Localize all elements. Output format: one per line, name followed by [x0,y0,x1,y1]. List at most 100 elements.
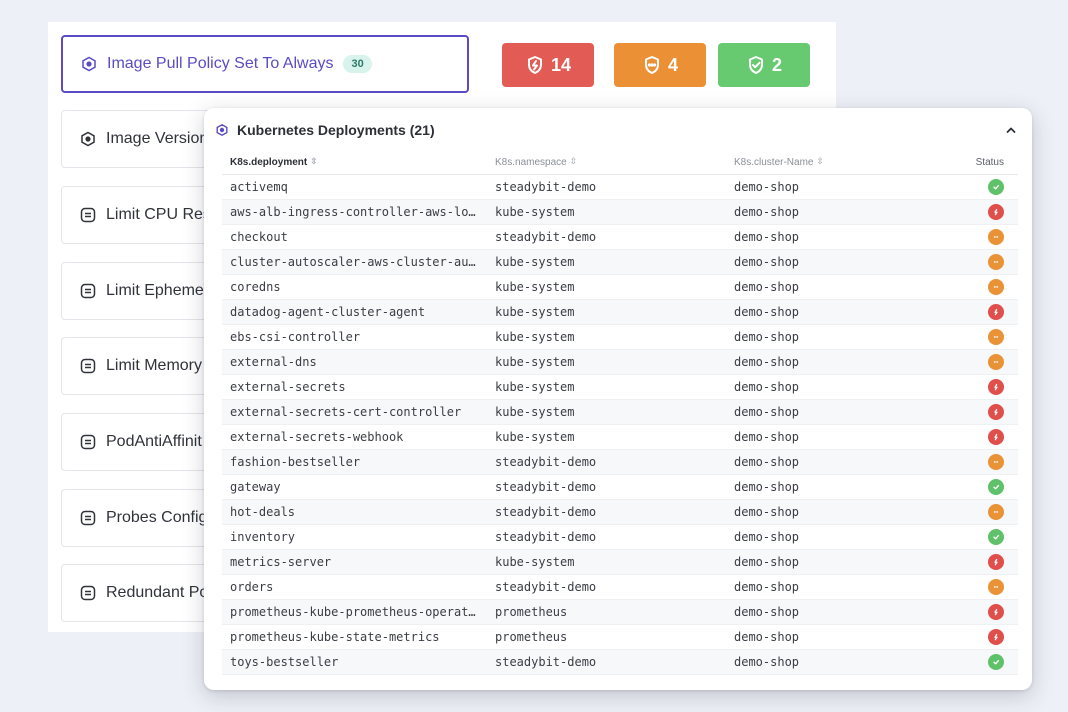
sort-icon[interactable]: ⇳ [569,156,578,167]
policy-card[interactable]: Image Pull Policy Set To Always 30 [61,35,469,93]
table-row[interactable]: external-secrets-webhook kube-system demo-… [222,424,1018,450]
cell-deployment: external-secrets [222,374,487,400]
failed-count-button[interactable]: 14 [502,43,594,87]
passed-count: 2 [771,54,782,75]
table-row[interactable]: external-secrets-cert-controller kube-sys… [222,399,1018,425]
stack-icon [80,434,106,450]
cell-namespace: kube-system [487,299,726,325]
cell-status [926,449,1018,475]
cell-namespace: prometheus [487,599,726,625]
table-row[interactable]: prometheus-kube-prometheus-operat… promet… [222,599,1018,625]
cell-deployment: external-dns [222,349,487,375]
status-red-icon [988,428,1004,445]
table-row[interactable]: activemq steadybit-demo demo-shop [222,174,1018,200]
sort-icon[interactable]: ⇳ [310,156,318,167]
cell-namespace: steadybit-demo [487,174,726,200]
column-header-cluster[interactable]: K8s.cluster-Name ⇳ [726,152,926,175]
cell-cluster: demo-shop [726,399,926,425]
table-row[interactable]: cluster-autoscaler-aws-cluster-au… kube-s… [222,249,1018,275]
cell-namespace: kube-system [487,349,726,375]
cell-cluster: demo-shop [726,424,926,450]
stack-icon [80,207,106,223]
column-header-namespace[interactable]: K8s.namespace ⇳ [487,152,726,175]
cell-cluster: demo-shop [726,474,926,500]
policy-label: PodAntiAffinit [106,433,202,450]
status-green-icon [988,653,1004,670]
status-red-icon [988,603,1004,620]
warning-count: 4 [667,54,678,75]
status-red-icon [988,403,1004,420]
table-row[interactable]: fashion-bestseller steadybit-demo demo-sho… [222,449,1018,475]
cell-status [926,324,1018,350]
sort-icon[interactable]: ⇳ [816,156,825,167]
status-red-icon [988,303,1004,320]
table-row[interactable]: datadog-agent-cluster-agent kube-system de… [222,299,1018,325]
table-row[interactable]: orders steadybit-demo demo-shop [222,574,1018,600]
table-row[interactable]: aws-alb-ingress-controller-aws-lo… kube-s… [222,199,1018,225]
status-red-icon [988,553,1004,570]
passed-count-button[interactable]: 2 [718,43,810,87]
status-orange-icon [988,278,1004,295]
status-red-icon [988,203,1004,220]
popup-header[interactable]: Kubernetes Deployments (21) [204,108,1032,152]
status-red-icon [988,378,1004,395]
failed-count: 14 [550,54,572,75]
table-row[interactable]: coredns kube-system demo-shop [222,274,1018,300]
table-row[interactable]: metrics-server kube-system demo-shop [222,549,1018,575]
cell-cluster: demo-shop [726,224,926,250]
column-header-status: Status [926,152,1018,175]
table-row[interactable]: external-dns kube-system demo-shop [222,349,1018,375]
stack-icon [80,510,106,526]
cell-namespace: kube-system [487,199,726,225]
cell-namespace: kube-system [487,324,726,350]
table-row[interactable]: inventory steadybit-demo demo-shop [222,524,1018,550]
cell-cluster: demo-shop [726,274,926,300]
cell-status [926,174,1018,200]
status-orange-icon [988,453,1004,470]
cell-deployment: activemq [222,174,487,200]
cell-namespace: kube-system [487,374,726,400]
cell-deployment: inventory [222,524,487,550]
warning-count-button[interactable]: 4 [614,43,706,87]
cell-cluster: demo-shop [726,549,926,575]
cell-status [926,624,1018,650]
status-green-icon [988,528,1004,545]
cell-namespace: steadybit-demo [487,499,726,525]
cell-cluster: demo-shop [726,624,926,650]
policy-label: Limit Epheme [106,282,204,299]
cell-cluster: demo-shop [726,649,926,675]
status-green-icon [988,178,1004,195]
hexagon-dot-icon [80,131,106,147]
table-row[interactable]: checkout steadybit-demo demo-shop [222,224,1018,250]
cell-deployment: orders [222,574,487,600]
cell-namespace: steadybit-demo [487,649,726,675]
cell-status [926,599,1018,625]
stack-icon [80,283,106,299]
cell-cluster: demo-shop [726,574,926,600]
cell-deployment: gateway [222,474,487,500]
status-orange-icon [988,228,1004,245]
column-header-deployment[interactable]: K8s.deployment ⇳ [222,152,487,175]
cell-namespace: kube-system [487,424,726,450]
shield-check-icon [748,56,763,74]
table-row[interactable]: gateway steadybit-demo demo-shop [222,474,1018,500]
hexagon-dot-icon [81,56,107,72]
cell-deployment: hot-deals [222,499,487,525]
table-row[interactable]: ebs-csi-controller kube-system demo-shop [222,324,1018,350]
chevron-up-icon[interactable] [1004,123,1018,137]
cell-namespace: steadybit-demo [487,524,726,550]
cell-cluster: demo-shop [726,524,926,550]
cell-status [926,399,1018,425]
cell-deployment: checkout [222,224,487,250]
policy-label: Limit CPU Res [106,206,211,223]
cell-status [926,224,1018,250]
cell-deployment: fashion-bestseller [222,449,487,475]
status-orange-icon [988,503,1004,520]
table-row[interactable]: toys-bestseller steadybit-demo demo-shop [222,649,1018,675]
cell-namespace: steadybit-demo [487,449,726,475]
table-row[interactable]: hot-deals steadybit-demo demo-shop [222,499,1018,525]
table-row[interactable]: prometheus-kube-state-metrics prometheus d… [222,624,1018,650]
cell-status [926,424,1018,450]
table-row[interactable]: external-secrets kube-system demo-shop [222,374,1018,400]
cell-status [926,299,1018,325]
